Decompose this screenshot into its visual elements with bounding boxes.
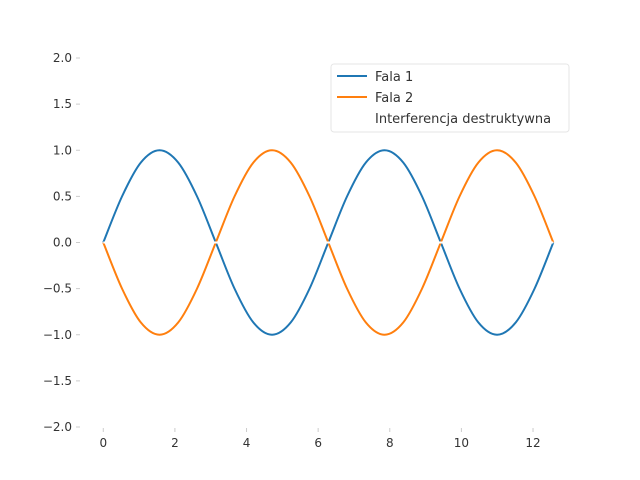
x-tick-label: 0: [99, 436, 107, 450]
x-tick-label: 10: [454, 436, 469, 450]
x-tick-label: 8: [386, 436, 394, 450]
x-tick-label: 4: [243, 436, 251, 450]
y-tick-label: −2.0: [43, 420, 72, 434]
legend-label-1: Fala 1: [375, 70, 413, 85]
x-tick-label: 2: [171, 436, 179, 450]
y-tick-label: −0.5: [43, 282, 72, 296]
x-tick-label: 12: [525, 436, 540, 450]
y-axis: 2.0 1.5 1.0 0.5 0.0 −0.5 −1.0 −1.5 −2.0: [43, 51, 80, 434]
y-tick-label: 0.0: [53, 236, 72, 250]
plot-area: [102, 149, 555, 336]
y-tick-label: −1.5: [43, 374, 72, 388]
y-tick-label: 0.5: [53, 189, 72, 203]
legend: Fala 1 Fala 2 Interferencja destruktywna: [330, 63, 570, 133]
legend-box: [330, 63, 570, 133]
x-tick-label: 6: [314, 436, 322, 450]
legend-label-3: Interferencja destruktywna: [375, 112, 551, 127]
y-tick-label: −1.0: [43, 328, 72, 342]
y-tick-label: 2.0: [53, 51, 72, 65]
legend-label-2: Fala 2: [375, 91, 413, 106]
y-tick-label: 1.5: [53, 97, 72, 111]
y-tick-label: 1.0: [53, 143, 72, 157]
x-axis: 0 2 4 6 8 10 12: [99, 428, 541, 450]
